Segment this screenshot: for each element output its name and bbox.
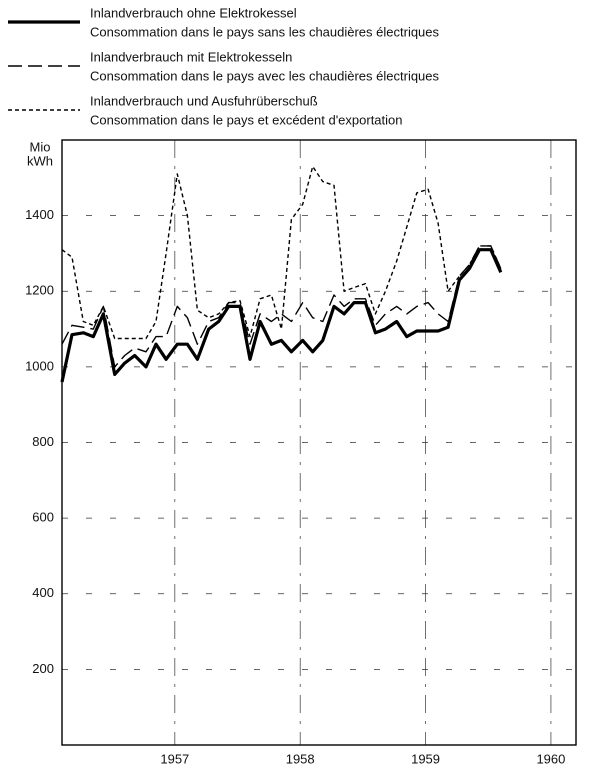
x-tick-label: 1957 — [160, 751, 189, 766]
y-tick-label: 400 — [32, 585, 54, 600]
plot-frame — [61, 139, 577, 746]
y-axis-label: kWh — [27, 153, 53, 168]
y-tick-label: 200 — [32, 661, 54, 676]
x-tick-label: 1960 — [536, 751, 565, 766]
x-tick-label: 1958 — [286, 751, 315, 766]
y-tick-label: 1000 — [25, 358, 54, 373]
y-axis-label: Mio — [30, 139, 51, 154]
legend-label: Inlandverbrauch ohne Elektrokessel — [90, 5, 297, 20]
y-tick-label: 600 — [32, 510, 54, 525]
y-tick-label: 800 — [32, 434, 54, 449]
legend-label: Inlandverbrauch mit Elektrokesseln — [90, 49, 292, 64]
legend-sublabel: Consommation dans le pays sans les chaud… — [90, 24, 440, 39]
legend-sublabel: Consommation dans le pays et excédent d'… — [90, 112, 403, 127]
series-line — [60, 248, 503, 383]
y-tick-label: 1200 — [25, 283, 54, 298]
series-line — [61, 165, 502, 340]
y-tick-label: 1400 — [25, 207, 54, 222]
series-line — [61, 245, 502, 368]
x-tick-label: 1959 — [411, 751, 440, 766]
legend-label: Inlandverbrauch und Ausfuhrüberschuß — [90, 93, 318, 108]
legend-sublabel: Consommation dans le pays avec les chaud… — [90, 68, 440, 83]
